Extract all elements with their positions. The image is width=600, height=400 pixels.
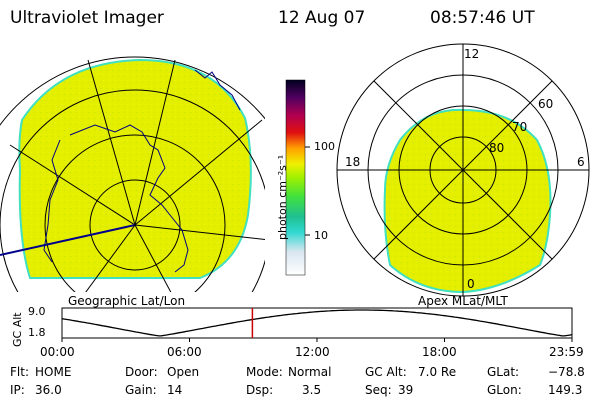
colorbar-tick-10: 10 [314,229,328,242]
status-gain-label: Gain: [125,383,157,397]
dateline-line [0,224,136,256]
status-glat-value: −78.8 [548,365,585,379]
status-glat-label: GLat: [487,365,520,379]
timeline-frame [61,307,573,339]
mlt-label-6: 6 [577,155,585,169]
status-ip-label: IP: [10,383,25,397]
aurora-oval-geographic [18,58,252,279]
lat-circle [89,179,181,271]
status-gain-value: 14 [167,383,183,397]
mlt-label-12: 12 [464,47,480,61]
mlat-label-60: 60 [538,97,554,111]
coastline-outer [194,69,241,111]
status-door-value: Open [167,365,200,379]
status-glon-label: GLon: [487,383,522,397]
instrument-title: Ultraviolet Imager [10,8,164,28]
status-seq-value: 39 [398,383,414,397]
lon-line [134,119,263,226]
lon-line [134,224,172,292]
lon-line [134,59,176,226]
lon-line [134,224,265,240]
mlat-label-80: 80 [489,141,505,155]
status-dsp-label: Dsp: [246,383,274,397]
colorbar [285,79,310,276]
left-map-caption: Geographic Lat/Lon [68,294,186,308]
status-dsp-value: 3.5 [302,383,322,397]
mlt-diagonal [373,80,553,260]
map-outer-circle [0,56,265,126]
status-door-label: Door: [125,365,158,379]
coastline [43,124,189,273]
mlat-label-70: 70 [512,120,528,134]
timeline-xtick-2359: 23:59 [549,345,584,359]
lon-line [85,224,136,292]
status-flt-label: Flt: [10,365,29,379]
timeline-xtick-0600: 06:00 [167,345,202,359]
timeline-ytick-min: 1.8 [28,326,46,339]
status-flt-value: HOME [35,365,72,379]
lon-line [87,59,136,226]
aurora-oval-magnetic [383,108,552,294]
right-map-caption: Apex MLat/MLT [418,294,508,308]
status-gcalt-value: 7.0 Re [418,365,457,379]
status-glon-value: 149.3 [548,383,583,397]
status-ip-value: 36.0 [35,383,62,397]
status-mode-value: Normal [288,365,332,379]
timeline-xtick-1800: 18:00 [422,345,457,359]
time-label: 08:57:46 UT [430,8,535,28]
date-label: 12 Aug 07 [278,8,366,28]
lat-circle [0,89,265,292]
status-seq-label: Seq: [365,383,392,397]
mlt-label-18: 18 [345,155,361,169]
lon-line [9,144,136,226]
lat-circle [44,134,226,292]
timeline-ytick-max: 9.0 [28,305,46,318]
timeline-xtick-0000: 00:00 [40,345,75,359]
timeline-xtick-1200: 12:00 [295,345,330,359]
status-gcalt-label: GC Alt: [365,365,407,379]
colorbar-tick-100: 100 [314,140,335,153]
altitude-curve [61,309,573,337]
mlt-label-0: 0 [467,277,475,291]
status-mode-label: Mode: [246,365,283,379]
